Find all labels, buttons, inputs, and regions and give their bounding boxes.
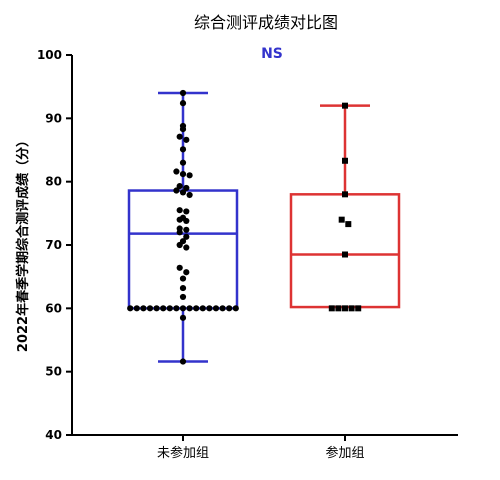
data-point [176,183,183,190]
data-point [179,89,187,97]
y-tick-label: 100 [37,48,62,62]
data-point [183,208,190,215]
data-point [140,305,147,312]
data-point [176,216,183,223]
y-tick-label: 50 [45,365,62,379]
data-point [133,305,140,312]
data-point [219,305,226,312]
data-point [232,305,239,312]
box-group-2 [289,102,401,312]
data-point [173,305,180,312]
data-point [342,305,348,312]
y-tick-label: 60 [45,301,62,315]
data-point [179,159,187,166]
data-point [342,102,348,109]
data-point [179,275,187,282]
y-tick-label: 70 [45,238,62,252]
data-point [176,133,183,140]
data-point [179,189,187,196]
x-tick-label: 参加组 [325,445,364,461]
data-point [335,305,342,312]
y-tick-label: 90 [45,111,62,125]
data-point [179,284,187,292]
axes: 40 50 60 70 80 90 100 [37,48,458,442]
data-point [179,293,187,301]
data-point [206,305,213,312]
x-axis-tick-labels: 未参加组 参加组 [157,445,365,461]
data-point [355,305,362,312]
data-point [179,170,187,178]
data-point [342,251,348,258]
box-iqr [289,193,401,309]
data-point [179,314,187,321]
data-point [176,207,183,214]
data-point [183,184,190,192]
data-point [342,157,348,164]
data-point [193,305,200,312]
data-point [338,216,345,223]
data-point [153,305,160,312]
data-point [186,305,193,312]
data-point [183,136,190,143]
significance-label: NS [261,46,283,62]
data-point [183,244,190,251]
data-point [345,221,352,228]
data-point [199,305,206,312]
chart-title: 综合测评成绩对比图 [194,13,338,32]
data-point [186,172,193,179]
y-axis-label: 2022年春季学期综合测评成绩（分） [15,134,31,352]
data-point [176,264,183,271]
data-point [176,241,183,249]
data-point [173,187,180,194]
data-point [179,126,187,133]
data-point [348,305,355,312]
data-point [212,305,220,312]
data-point [342,191,348,198]
data-point [186,191,193,199]
x-tick-label: 未参加组 [157,445,209,461]
data-point [179,146,187,153]
box-group-1 [127,89,239,365]
data-point [179,305,187,312]
data-point [183,226,190,233]
y-tick-label: 80 [45,175,62,189]
data-point [226,305,233,312]
y-tick-label: 40 [45,428,62,442]
data-point [160,305,167,312]
data-point [183,269,190,276]
data-point [146,305,154,312]
data-point [166,305,173,312]
data-point [173,168,180,175]
data-point [183,233,190,240]
data-point [179,358,187,365]
data-point [183,217,190,225]
boxes [127,89,401,365]
data-point [127,305,134,312]
data-point [328,305,335,312]
data-point [176,229,183,236]
data-point [179,100,187,107]
